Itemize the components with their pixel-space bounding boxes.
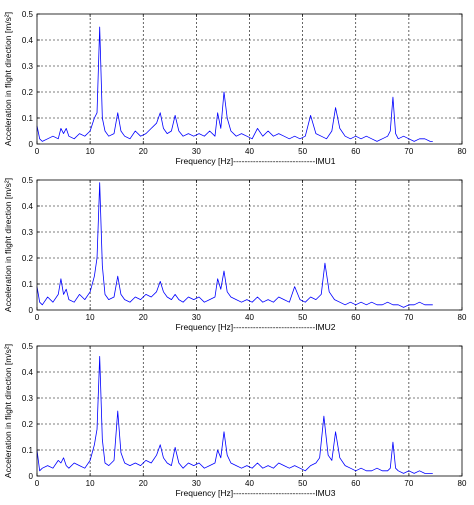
x-tick-label: 60 <box>351 313 360 322</box>
y-tick-label: 0.1 <box>22 446 34 455</box>
x-tick-label: 40 <box>245 479 254 488</box>
y-tick-label: 0.5 <box>22 342 34 351</box>
y-tick-label: 0.4 <box>22 202 34 211</box>
x-tick-label: 60 <box>351 147 360 156</box>
y-axis-label: Acceleration in flight direction [m/s²] <box>3 344 13 478</box>
y-tick-label: 0.3 <box>22 394 34 403</box>
x-tick-label: 30 <box>192 313 201 322</box>
y-tick-label: 0.3 <box>22 62 34 71</box>
x-tick-label: 70 <box>404 479 413 488</box>
x-axis-label: Frequency [Hz]--------------------------… <box>175 156 335 166</box>
y-tick-label: 0.1 <box>22 280 34 289</box>
y-tick-label: 0 <box>29 306 34 315</box>
x-tick-label: 0 <box>35 479 40 488</box>
x-tick-label: 10 <box>86 313 95 322</box>
x-tick-label: 20 <box>139 479 148 488</box>
series-line-1 <box>36 26 433 142</box>
y-axis-label: Acceleration in flight direction [m/s²] <box>3 12 13 146</box>
y-tick-label: 0.2 <box>22 254 34 263</box>
x-tick-label: 80 <box>458 479 467 488</box>
x-tick-label: 10 <box>86 147 95 156</box>
y-axis-label: Acceleration in flight direction [m/s²] <box>3 178 13 312</box>
x-tick-label: 50 <box>298 147 307 156</box>
x-tick-label: 80 <box>458 147 467 156</box>
y-tick-label: 0.1 <box>22 114 34 123</box>
chart-panel-3: 0 10 20 30 40 50 60 70 80 0 0.1 0.2 0.3 0.4 0.5 Frequen… <box>3 342 467 498</box>
y-tick-label: 0.3 <box>22 228 34 237</box>
x-tick-label: 20 <box>139 313 148 322</box>
x-tick-label: 70 <box>404 313 413 322</box>
x-tick-label: 0 <box>35 147 40 156</box>
x-tick-label: 0 <box>35 313 40 322</box>
chart-panel-2: 0 10 20 30 40 50 60 70 80 0 0.1 0.2 0.3 0.4 0.5 Frequen… <box>3 176 467 332</box>
x-tick-label: 50 <box>298 479 307 488</box>
x-tick-label: 30 <box>192 479 201 488</box>
x-tick-label: 10 <box>86 479 95 488</box>
x-tick-label: 40 <box>245 313 254 322</box>
y-tick-label: 0 <box>29 140 34 149</box>
x-axis-label: Frequency [Hz]--------------------------… <box>175 488 335 498</box>
x-tick-label: 20 <box>139 147 148 156</box>
series-line-3 <box>36 355 433 474</box>
x-tick-label: 80 <box>458 313 467 322</box>
series-line-2 <box>36 182 433 308</box>
y-tick-label: 0 <box>29 472 34 481</box>
y-tick-label: 0.5 <box>22 176 34 185</box>
chart-panel-1: 0 10 20 30 40 50 60 70 80 0 0.1 0.2 0.3 0.4 0.5 Frequen… <box>3 10 467 166</box>
x-tick-label: 60 <box>351 479 360 488</box>
x-tick-label: 40 <box>245 147 254 156</box>
x-axis-label: Frequency [Hz]--------------------------… <box>175 322 335 332</box>
y-tick-label: 0.5 <box>22 10 34 19</box>
y-tick-label: 0.4 <box>22 368 34 377</box>
y-tick-label: 0.2 <box>22 420 34 429</box>
x-tick-label: 50 <box>298 313 307 322</box>
x-tick-label: 70 <box>404 147 413 156</box>
y-tick-label: 0.2 <box>22 88 34 97</box>
y-tick-label: 0.4 <box>22 36 34 45</box>
x-tick-label: 30 <box>192 147 201 156</box>
